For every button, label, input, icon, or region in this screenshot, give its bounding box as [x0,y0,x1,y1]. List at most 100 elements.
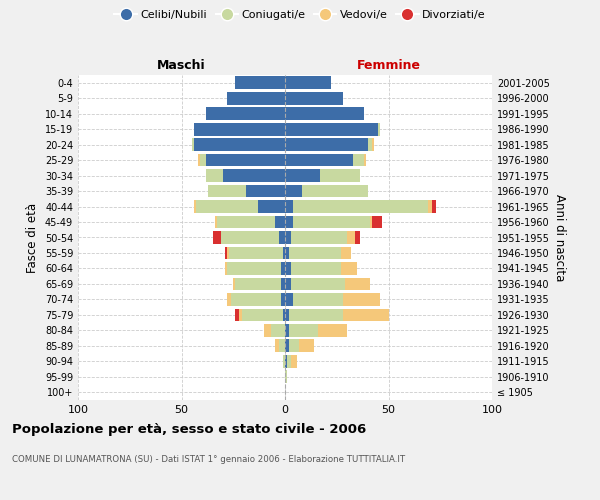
Bar [227,92,285,104]
Bar [279,340,285,352]
Bar [289,340,299,352]
Bar [428,200,432,213]
Bar [215,216,217,228]
Bar [221,231,279,244]
Y-axis label: Anni di nascita: Anni di nascita [553,194,566,281]
Bar [287,355,291,368]
Bar [233,278,235,290]
Text: Maschi: Maschi [157,60,206,72]
Bar [289,246,341,260]
Bar [285,76,331,89]
Bar [320,169,359,182]
Bar [293,216,370,228]
Bar [432,200,436,213]
Bar [372,138,374,151]
Bar [285,340,289,352]
Bar [285,231,291,244]
Bar [229,246,283,260]
Bar [275,340,279,352]
Bar [285,355,287,368]
Bar [265,324,271,336]
Bar [217,216,275,228]
Bar [206,154,285,166]
Legend: Celibi/Nubili, Coniugati/e, Vedovi/e, Divorziati/e: Celibi/Nubili, Coniugati/e, Vedovi/e, Di… [110,6,490,25]
Bar [285,92,343,104]
Bar [291,278,345,290]
Bar [231,293,281,306]
Bar [364,154,366,166]
Bar [206,169,223,182]
Bar [223,169,285,182]
Bar [194,123,285,136]
Bar [355,231,359,244]
Bar [285,246,289,260]
Bar [200,154,206,166]
Bar [227,262,281,275]
Bar [283,246,285,260]
Bar [235,76,285,89]
Bar [341,246,351,260]
Bar [208,184,245,198]
Bar [285,262,291,275]
Bar [291,262,341,275]
Bar [285,216,293,228]
Bar [285,123,378,136]
Bar [372,216,382,228]
Bar [285,370,287,383]
Bar [285,138,368,151]
Y-axis label: Fasce di età: Fasce di età [26,202,39,272]
Bar [242,308,283,321]
Bar [285,108,364,120]
Bar [212,231,221,244]
Bar [345,278,370,290]
Bar [285,293,293,306]
Bar [281,262,285,275]
Bar [285,324,289,336]
Text: COMUNE DI LUNAMATRONA (SU) - Dati ISTAT 1° gennaio 2006 - Elaborazione TUTTITALI: COMUNE DI LUNAMATRONA (SU) - Dati ISTAT … [12,455,405,464]
Bar [235,278,281,290]
Bar [343,293,380,306]
Bar [206,108,285,120]
Bar [285,169,320,182]
Bar [194,138,285,151]
Bar [289,308,343,321]
Bar [281,278,285,290]
Bar [245,184,285,198]
Bar [318,324,347,336]
Bar [291,355,298,368]
Bar [281,293,285,306]
Bar [198,154,200,166]
Bar [353,154,364,166]
Bar [293,200,428,213]
Bar [283,308,285,321]
Bar [347,231,355,244]
Bar [285,184,302,198]
Bar [370,216,372,228]
Bar [368,138,372,151]
Bar [235,308,239,321]
Text: Popolazione per età, sesso e stato civile - 2006: Popolazione per età, sesso e stato civil… [12,422,366,436]
Text: Femmine: Femmine [356,60,421,72]
Bar [192,138,194,151]
Bar [283,355,285,368]
Bar [341,262,358,275]
Bar [343,308,389,321]
Bar [285,278,291,290]
Bar [378,123,380,136]
Bar [289,324,318,336]
Bar [302,184,368,198]
Bar [194,200,196,213]
Bar [271,324,285,336]
Bar [291,231,347,244]
Bar [196,200,258,213]
Bar [285,308,289,321]
Bar [279,231,285,244]
Bar [225,262,227,275]
Bar [275,216,285,228]
Bar [285,200,293,213]
Bar [225,246,227,260]
Bar [285,154,353,166]
Bar [293,293,343,306]
Bar [258,200,285,213]
Bar [299,340,314,352]
